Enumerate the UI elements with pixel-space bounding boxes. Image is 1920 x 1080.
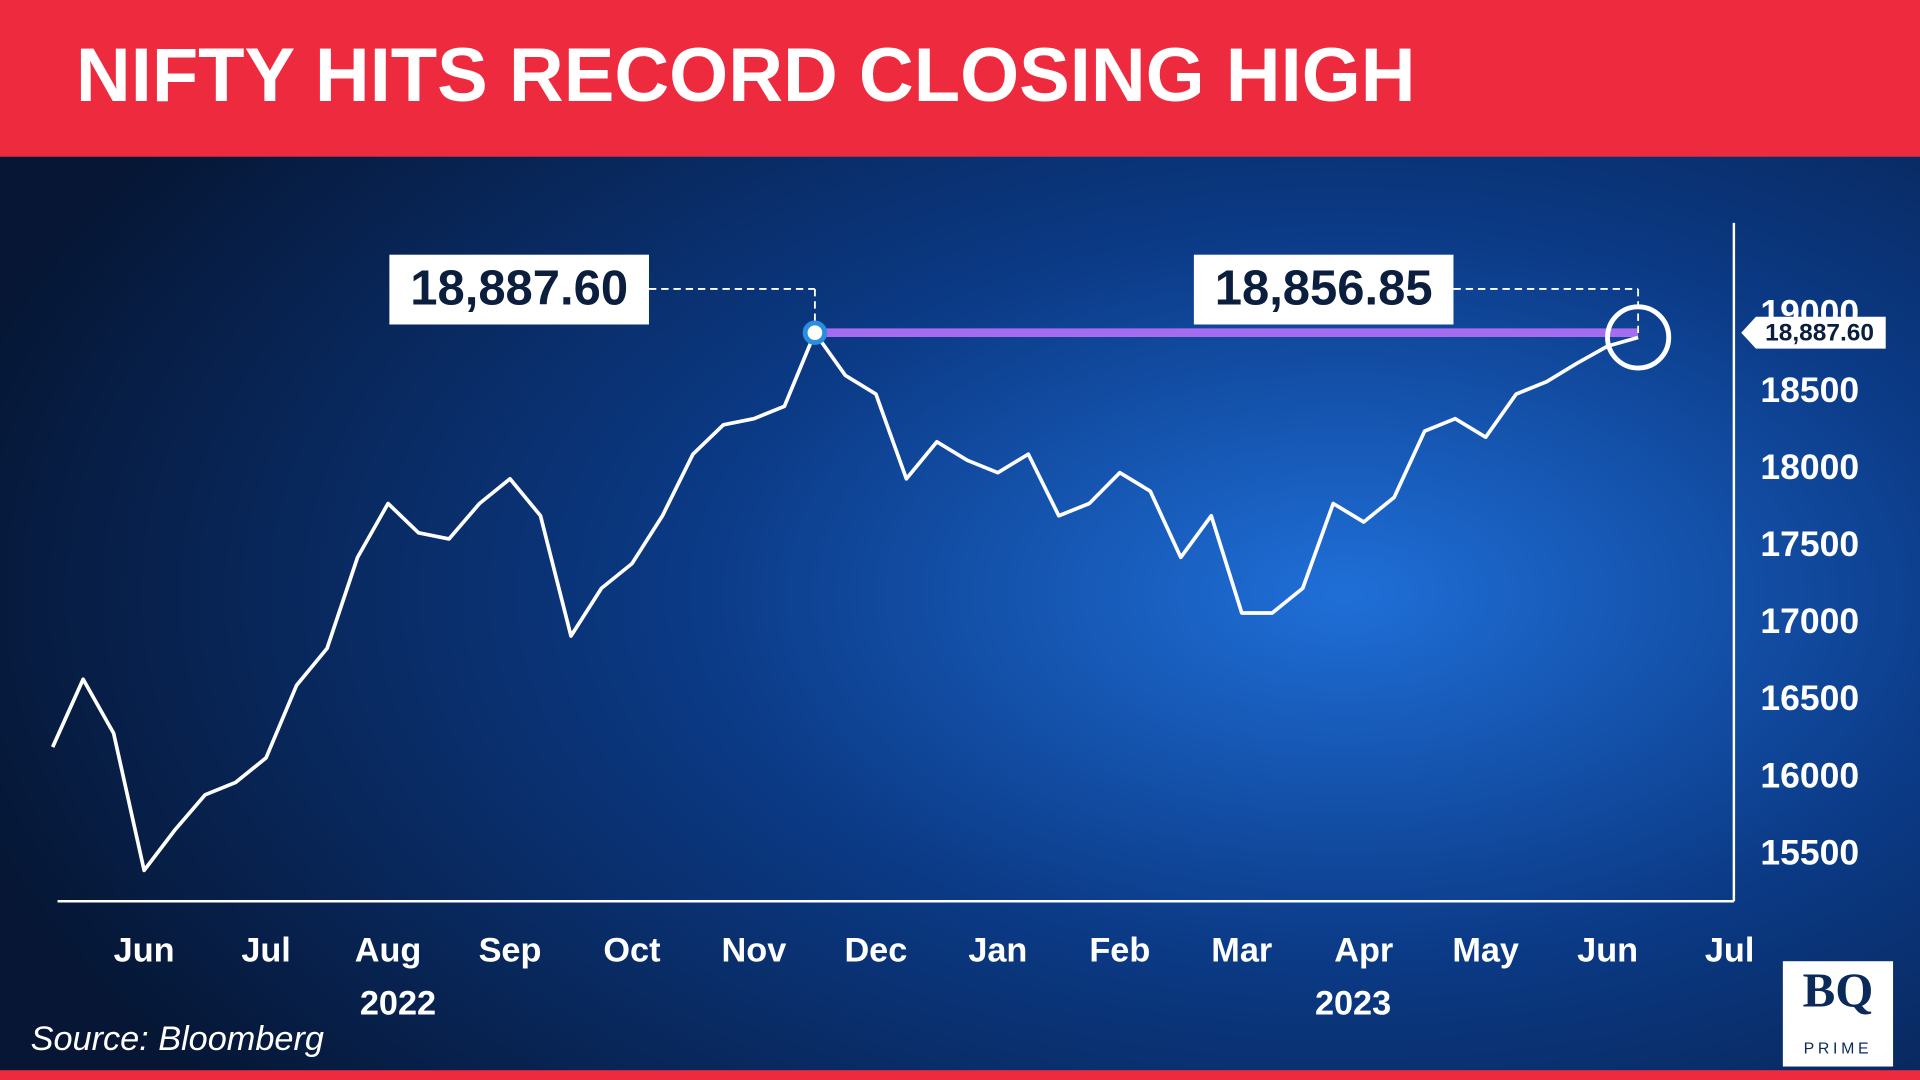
footer-bar	[0, 1070, 1920, 1080]
year-label: 2023	[1315, 984, 1391, 1022]
reference-flag	[1741, 316, 1886, 349]
logo-sub: PRIME	[1804, 1041, 1873, 1058]
x-tick-label: Dec	[844, 932, 907, 970]
annotation-box	[389, 254, 649, 325]
data-label: 18,856.85	[1215, 261, 1433, 315]
x-tick-label: Jul	[241, 932, 291, 970]
year-label: 2022	[360, 984, 436, 1022]
y-tick-label: 16000	[1760, 755, 1859, 795]
annotation-box	[1193, 254, 1454, 325]
logo-box	[1782, 961, 1894, 1067]
line	[50, 330, 1639, 873]
x-tick-label: Jul	[1705, 932, 1755, 970]
x-tick-label: Oct	[603, 932, 660, 970]
logo: BQ	[1803, 963, 1874, 1018]
x-tick-label: Aug	[355, 932, 422, 970]
y-tick-label: 18500	[1760, 370, 1859, 410]
y-tick-label: 16500	[1760, 678, 1859, 718]
y-tick-label: 17000	[1760, 601, 1859, 641]
x-tick-label: Sep	[479, 932, 542, 970]
x-tick-label: Jun	[1577, 932, 1638, 970]
x-tick-label: Feb	[1089, 932, 1150, 970]
x-tick-label: Apr	[1334, 932, 1393, 970]
point	[1605, 304, 1672, 371]
x-tick-label: Mar	[1211, 932, 1272, 970]
header-bar	[0, 0, 1920, 157]
y-tick-label: 17500	[1760, 524, 1859, 564]
x-tick-label: Jan	[968, 932, 1027, 970]
source: Source: Bloomberg	[31, 1020, 324, 1058]
chart-title: NIFTY HITS RECORD CLOSING HIGH	[76, 33, 1416, 118]
x-tick-label: Jun	[114, 932, 175, 970]
x-tick-label: Nov	[722, 932, 787, 970]
data-label: 18,887.60	[410, 261, 628, 315]
x-tick-label: May	[1452, 932, 1519, 970]
point	[802, 320, 828, 345]
y-tick-label: 15500	[1760, 832, 1859, 872]
reference-label: 18,887.60	[1765, 319, 1874, 346]
y-tick-label: 18000	[1760, 447, 1859, 487]
